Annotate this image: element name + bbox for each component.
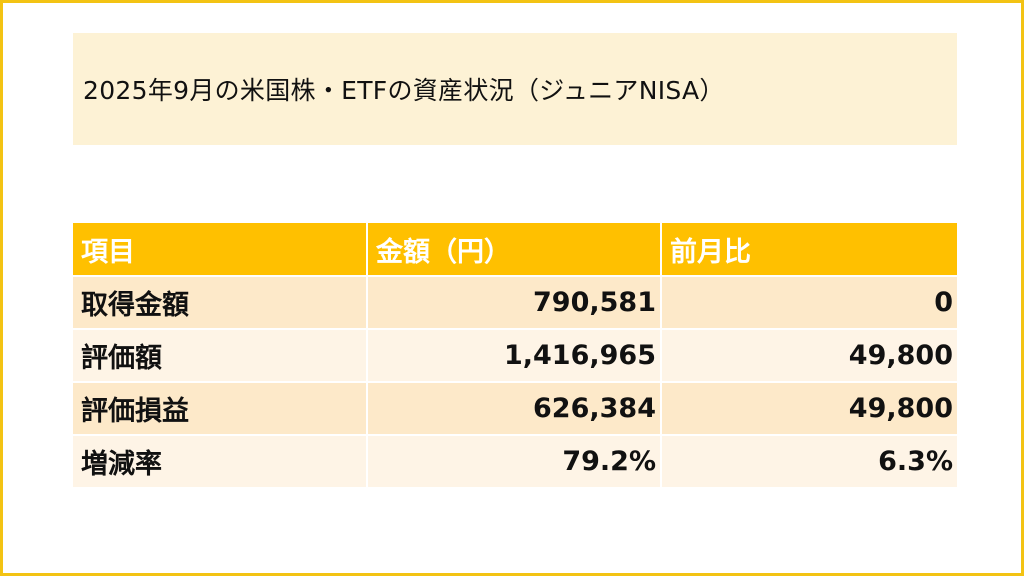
- table-row-valuation: 評価額 1,416,965 49,800: [73, 329, 957, 383]
- month-change-cell: 6.3%: [660, 435, 957, 489]
- table-row-unrealized-gain: 評価損益 626,384 49,800: [73, 382, 957, 436]
- month-change-cell: 49,800: [660, 382, 957, 436]
- page-title: 2025年9月の米国株・ETFの資産状況（ジュニアNISA）: [83, 76, 725, 105]
- month-change-cell: 0: [660, 276, 957, 330]
- table-row-change-rate: 増減率 79.2% 6.3%: [73, 435, 957, 489]
- month-change-cell: 49,800: [660, 329, 957, 383]
- table-header-row: 項目 金額（円） 前月比: [73, 223, 957, 277]
- row-label: 増減率: [73, 435, 367, 489]
- amount-cell: 790,581: [366, 276, 661, 330]
- title-banner: 2025年9月の米国株・ETFの資産状況（ジュニアNISA）: [73, 33, 957, 145]
- header-month-change: 前月比: [660, 223, 957, 277]
- header-item: 項目: [73, 223, 367, 277]
- row-label: 評価損益: [73, 382, 367, 436]
- amount-cell: 626,384: [366, 382, 661, 436]
- amount-cell: 1,416,965: [366, 329, 661, 383]
- header-amount: 金額（円）: [366, 223, 661, 277]
- asset-summary-table: 項目 金額（円） 前月比 取得金額 790,581 0 評価額 1,416,96…: [73, 223, 957, 489]
- amount-cell: 79.2%: [366, 435, 661, 489]
- table-row-acquisition-cost: 取得金額 790,581 0: [73, 276, 957, 330]
- row-label: 取得金額: [73, 276, 367, 330]
- row-label: 評価額: [73, 329, 367, 383]
